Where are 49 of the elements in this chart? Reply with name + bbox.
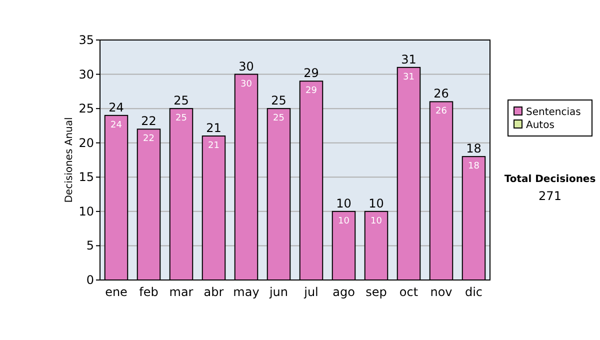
y-tick-label: 15 (78, 170, 94, 184)
data-label: 31 (403, 72, 414, 82)
y-tick-label: 20 (78, 136, 94, 150)
y-tick-label: 10 (78, 204, 94, 218)
x-tick-label: ene (105, 285, 128, 299)
data-label: 21 (208, 141, 220, 151)
y-tick-label: 25 (78, 102, 94, 116)
data-label: 24 (110, 120, 122, 130)
total-label: 30 (238, 59, 254, 74)
x-tick-label: may (233, 285, 260, 299)
data-label: 29 (306, 86, 318, 96)
x-tick-label: ago (332, 285, 355, 299)
legend-label: Autos (526, 120, 554, 131)
data-label: 10 (370, 216, 382, 226)
data-label: 26 (436, 106, 448, 117)
data-label: 30 (240, 79, 252, 90)
x-tick-label: sep (366, 285, 387, 299)
total-label: 24 (108, 100, 124, 114)
total-label: 29 (304, 66, 319, 80)
x-tick-label: nov (430, 285, 452, 299)
data-label: 10 (338, 216, 350, 226)
data-label: 25 (176, 114, 187, 124)
total-label: 31 (401, 52, 416, 66)
text: 271 (538, 189, 562, 203)
data-label: 22 (143, 134, 154, 144)
x-tick-label: dic (464, 285, 483, 299)
total-label: 26 (434, 86, 449, 101)
y-tick-label: 35 (78, 33, 94, 47)
y-tick-label: 30 (78, 67, 94, 82)
x-tick-label: jun (268, 285, 288, 299)
total-label: 25 (174, 94, 189, 108)
x-tick-label: abr (204, 285, 224, 299)
legend-label: Sentencias (526, 107, 581, 118)
total-label: 22 (141, 114, 156, 128)
total-label: 21 (206, 121, 222, 135)
y-axis-title: Decisiones Anual (64, 117, 75, 203)
data-label: 18 (468, 162, 480, 172)
x-tick-label: oct (399, 285, 418, 299)
x-tick-label: feb (139, 285, 158, 299)
total-label: 10 (336, 196, 352, 210)
total-label: 25 (271, 94, 286, 108)
total-label: 10 (368, 196, 384, 210)
x-tick-label: jul (303, 285, 318, 299)
text: Total Decisiones (504, 174, 596, 185)
y-tick-label: 5 (86, 238, 94, 253)
y-tick-label: 0 (86, 273, 94, 287)
data-label: 25 (273, 114, 284, 124)
total-label: 18 (466, 142, 482, 156)
x-tick-label: mar (169, 285, 194, 299)
